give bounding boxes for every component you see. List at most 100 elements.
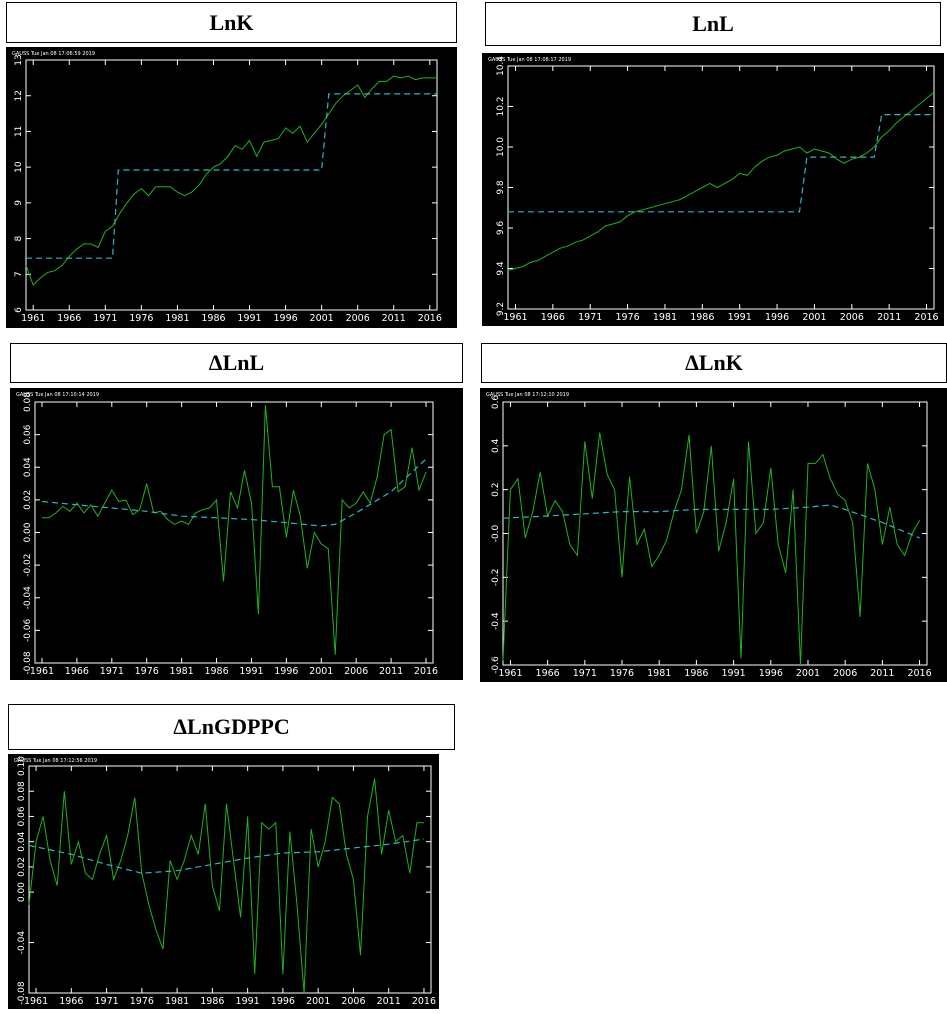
- y-tick-label: 9.2: [496, 302, 506, 316]
- x-tick-label: 1976: [615, 312, 639, 323]
- x-tick-label: 1986: [684, 668, 708, 679]
- x-tick-label: 2016: [412, 996, 436, 1007]
- x-tick-label: 1986: [200, 996, 224, 1007]
- chart-title-dlnk: ΔLnK: [481, 343, 947, 383]
- x-tick-label: 1991: [236, 996, 260, 1007]
- y-tick-label: -0.2: [491, 569, 501, 587]
- x-tick-label: 2001: [796, 668, 820, 679]
- x-tick-label: 1966: [65, 666, 89, 677]
- chart-header: GAUSS Tue Jan 08 17:08:17 2019: [488, 57, 571, 63]
- x-tick-label: 1986: [690, 312, 714, 323]
- x-tick-label: 1966: [541, 312, 565, 323]
- chart-header: GAUSS Tue Jan 08 17:06:59 2019: [12, 51, 95, 57]
- x-tick-label: 1976: [610, 668, 634, 679]
- y-tick-label: 10.0: [496, 137, 506, 157]
- y-tick-label: 0.02: [17, 857, 27, 877]
- chart-dlnl: GAUSS Tue Jan 08 17:10:14 2019 -0.08 -0.06…: [10, 388, 463, 680]
- x-tick-label: 1991: [722, 668, 746, 679]
- x-tick-label: 2016: [418, 313, 442, 324]
- y-tick-label: 0.10: [17, 756, 27, 776]
- x-tick-label: 1996: [759, 668, 783, 679]
- x-tick-label: 1966: [59, 996, 83, 1007]
- y-tick-label: 0.2: [491, 483, 501, 497]
- x-tick-label: 2011: [379, 666, 403, 677]
- y-tick-label: 9: [14, 200, 24, 206]
- y-tick-label: 0.04: [23, 457, 33, 477]
- x-tick-label: 1971: [573, 668, 597, 679]
- x-tick-label: 1986: [201, 313, 225, 324]
- x-tick-label: 1981: [647, 668, 671, 679]
- x-tick-label: 1996: [765, 312, 789, 323]
- chart-dlnk: GAUSS Tue Jan 08 17:12:10 2019 -0.6 -0.4 -0…: [480, 388, 947, 682]
- x-tick-label: 1966: [57, 313, 81, 324]
- y-tick-label: 0.4: [491, 438, 501, 453]
- y-tick-label: 0.04: [17, 831, 27, 851]
- x-tick-label: 2006: [341, 996, 365, 1007]
- chart-lnl: GAUSS Tue Jan 08 17:08:17 2019 9.2 9.4 9.6 9…: [482, 53, 944, 326]
- x-tick-label: 1981: [165, 313, 189, 324]
- fitted-series-line: [41, 458, 427, 527]
- x-tick-label: 1961: [30, 666, 54, 677]
- chart-header: GAUSS Tue Jan 08 17:12:56 2019: [14, 758, 97, 764]
- x-tick-label: 1961: [503, 312, 527, 323]
- actual-series-line: [502, 432, 921, 666]
- chart-title-lnl: LnL: [485, 2, 941, 46]
- x-tick-label: 2016: [907, 668, 931, 679]
- x-tick-label: 1981: [165, 996, 189, 1007]
- x-tick-label: 2001: [802, 312, 826, 323]
- y-tick-label: 0.00: [23, 522, 33, 542]
- y-tick-label: 9.6: [496, 221, 506, 236]
- y-tick-label: 0.6: [491, 395, 501, 410]
- y-tick-label: 8: [14, 235, 24, 241]
- chart-dlngdppc: GAUSS Tue Jan 08 17:12:56 2019 -0.08 -0.04…: [8, 754, 439, 1009]
- actual-series-line: [42, 405, 427, 655]
- x-tick-label: 1971: [100, 666, 124, 677]
- x-tick-label: 1996: [274, 666, 298, 677]
- x-tick-label: 2011: [377, 996, 401, 1007]
- x-tick-label: 1971: [94, 996, 118, 1007]
- y-tick-label: -0.02: [23, 553, 33, 576]
- x-tick-label: 1986: [204, 666, 228, 677]
- x-tick-label: 1976: [135, 666, 159, 677]
- x-tick-label: 1981: [170, 666, 194, 677]
- y-tick-label: 10: [14, 161, 24, 173]
- fitted-series-line: [502, 504, 920, 539]
- plot-frame: [25, 59, 438, 311]
- chart-title-dlngdppc: ΔLnGDPPC: [8, 704, 455, 750]
- x-tick-label: 2006: [346, 313, 370, 324]
- y-tick-label: -0.06: [23, 618, 33, 642]
- chart-header: GAUSS Tue Jan 08 17:12:10 2019: [486, 392, 569, 398]
- y-tick-label: -0.04: [17, 931, 27, 955]
- x-tick-label: 1961: [24, 996, 48, 1007]
- fitted-series-line: [508, 113, 934, 213]
- x-tick-label: 1971: [578, 312, 602, 323]
- y-tick-label: 6: [14, 307, 24, 313]
- x-tick-label: 2016: [414, 666, 438, 677]
- y-tick-label: -0.08: [17, 981, 27, 1005]
- x-tick-label: 1996: [271, 996, 295, 1007]
- x-tick-label: 2006: [840, 312, 864, 323]
- y-tick-label: 10.2: [496, 96, 506, 116]
- x-tick-label: 2001: [306, 996, 330, 1007]
- chart-lnk: GAUSS Tue Jan 08 17:06:59 2019 6 7 8 9 10 11 12…: [6, 47, 457, 328]
- fitted-series-line: [28, 838, 424, 874]
- x-tick-label: 1996: [273, 313, 297, 324]
- x-tick-label: 2006: [344, 666, 368, 677]
- actual-series-line: [507, 91, 935, 271]
- y-tick-label: 10.4: [496, 56, 506, 76]
- y-tick-label: -0.6: [491, 656, 501, 674]
- y-tick-label: -0.04: [23, 586, 33, 610]
- y-tick-label: 0.06: [17, 806, 27, 826]
- chart-title-dlnl: ΔLnL: [10, 343, 463, 383]
- y-tick-label: -0.0: [491, 524, 501, 542]
- y-tick-label: -0.08: [23, 651, 33, 675]
- y-tick-label: 0.06: [23, 424, 33, 444]
- x-tick-label: 2001: [310, 313, 334, 324]
- x-tick-label: 1961: [498, 668, 522, 679]
- x-tick-label: 1961: [21, 313, 45, 324]
- plot-frame: [34, 401, 434, 664]
- actual-series-line: [28, 778, 424, 994]
- x-tick-label: 1976: [129, 313, 153, 324]
- x-tick-label: 1976: [130, 996, 154, 1007]
- x-tick-label: 1971: [93, 313, 117, 324]
